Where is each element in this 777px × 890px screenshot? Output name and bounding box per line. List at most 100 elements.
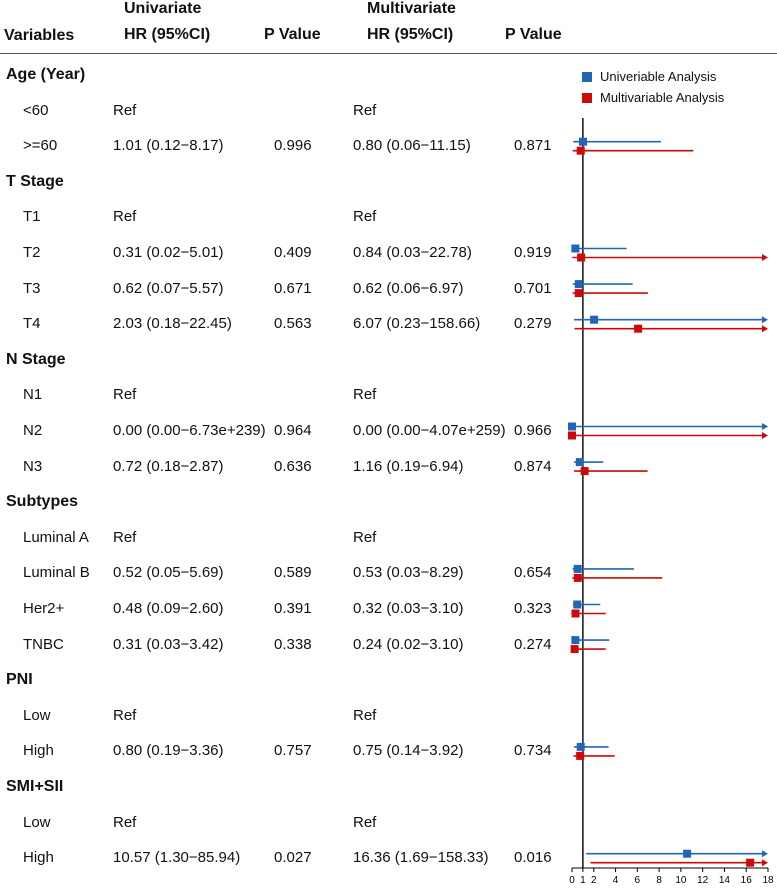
group-row: PNI [0,668,570,692]
legend-swatch-univariable [582,72,592,82]
univariate-hr: 0.80 (0.19−3.36) [113,742,224,760]
variable-label: Age (Year) [6,66,86,83]
multivariate-hr: Ref [353,386,377,404]
variable-label: Luminal B [23,564,90,582]
variable-label: Low [23,813,51,831]
multivariate-hr: 0.24 (0.02−3.10) [353,635,464,653]
header-multivariate: Multivariate [367,0,456,17]
variable-label: Her2+ [23,600,65,617]
hr-point [568,422,576,431]
group-row: SMI+SII [0,775,570,799]
variable-label: High [23,849,54,867]
table-row: T2 0.31 (0.02−5.01) 0.409 0.84 (0.03−22.78)… [0,241,570,265]
table-row: T1 Ref Ref [0,205,570,229]
univariate-hr: 0.31 (0.02−5.01) [113,244,224,261]
univariate-hr: Ref [113,706,137,724]
univariate-hr: 0.52 (0.05−5.69) [113,564,224,582]
univariate-hr: 0.72 (0.18−2.87) [113,457,224,475]
x-tick-label: 1 [580,875,586,886]
table-row: T4 2.03 (0.18−22.45) 0.563 6.07 (0.23−158.6… [0,312,570,336]
variable-label: N2 [23,422,43,439]
group-row: N Stage [0,348,570,372]
table-row: N3 0.72 (0.18−2.87) 0.636 1.16 (0.19−6.94) 0… [0,455,570,479]
multivariate-p-value: 0.323 [514,600,552,617]
univariate-hr: Ref [113,208,137,226]
variable-label: N1 [23,386,43,404]
x-tick-label: 6 [635,875,641,886]
x-tick-label: 2 [591,875,597,886]
hr-point [580,467,589,476]
univariate-hr: 0.31 (0.03−3.42) [113,635,224,653]
multivariate-hr: Ref [353,706,377,724]
univariate-p-value: 0.757 [274,742,312,760]
multivariate-p-value: 0.919 [514,244,552,261]
hr-point [574,289,583,298]
x-tick-label: 10 [675,875,687,886]
multivariate-p-value: 0.274 [514,635,552,653]
x-tick-label: 8 [656,875,662,886]
hr-point [683,849,692,858]
legend-univariable: Univeriable Analysis [582,69,716,84]
hr-point [573,564,582,573]
univariate-hr: 0.48 (0.09−2.60) [113,600,224,617]
univariate-hr: 10.57 (1.30−85.94) [113,849,241,867]
univariate-p-value: 0.589 [274,564,312,582]
ci-arrow [762,859,768,867]
multivariate-hr: 0.53 (0.03−8.29) [353,564,464,582]
multivariate-hr: 1.16 (0.19−6.94) [353,457,464,475]
hr-point [590,315,599,324]
multivariate-p-value: 0.966 [514,422,552,439]
table-row: High 0.80 (0.19−3.36) 0.757 0.75 (0.14−3.92… [0,739,570,763]
x-tick-label: 16 [741,875,753,886]
ci-arrow [762,850,768,858]
variable-label: T3 [23,279,41,297]
variable-label: TNBC [23,635,64,653]
ci-arrow [762,432,768,439]
header-variables: Variables [4,27,75,44]
variable-label: N Stage [6,350,66,368]
multivariate-hr: Ref [353,528,377,546]
multivariate-p-value: 0.701 [514,279,552,297]
variable-label: SMI+SII [6,778,64,795]
ci-arrow [762,254,768,261]
variable-label: T1 [23,208,41,226]
multivariate-p-value: 0.871 [514,137,552,155]
multivariate-hr: 0.32 (0.03−3.10) [353,600,464,617]
univariate-p-value: 0.391 [274,600,312,617]
x-tick-label: 0 [569,875,575,886]
variable-label: >=60 [23,137,58,155]
univariate-p-value: 0.964 [274,422,312,439]
multivariate-hr: 0.62 (0.06−6.97) [353,279,464,297]
legend-label-univariable: Univeriable Analysis [600,69,717,84]
variable-label: <60 [23,101,49,119]
univariate-hr: Ref [113,813,137,831]
hr-point [576,146,585,155]
table-row: Luminal B 0.52 (0.05−5.69) 0.589 0.53 (0.03… [0,561,570,585]
x-tick-label: 12 [697,875,709,886]
table-row: T3 0.62 (0.07−5.57) 0.671 0.62 (0.06−6.97) 0… [0,277,570,301]
variable-label: Luminal A [23,528,89,546]
univariate-p-value: 0.027 [274,849,312,867]
variable-label: T2 [23,244,41,261]
univariate-hr: Ref [113,528,137,546]
univariate-hr: 2.03 (0.18−22.45) [113,315,232,333]
univariate-hr: 0.00 (0.00−6.73e+239) [113,422,266,439]
x-tick-label: 4 [613,875,619,886]
hr-point [634,324,643,333]
hr-point [570,645,579,654]
legend-label-multivariable: Multivariable Analysis [600,90,725,105]
univariate-hr: Ref [113,101,137,119]
variable-label: N3 [23,457,43,475]
variable-label: Subtypes [6,493,79,511]
hr-point [576,751,585,760]
multivariate-hr: 0.75 (0.14−3.92) [353,742,464,760]
x-tick-label: 14 [719,875,731,886]
group-row: Age (Year) [0,63,570,87]
table-row: High 10.57 (1.30−85.94) 0.027 16.36 (1.69−1… [0,846,570,870]
hr-point [746,858,755,867]
table-row: N2 0.00 (0.00−6.73e+239) 0.964 0.00 (0.00−4… [0,419,570,443]
table-row: TNBC 0.31 (0.03−3.42) 0.338 0.24 (0.02−3.10… [0,633,570,657]
multivariate-hr: Ref [353,101,377,119]
multivariate-hr: Ref [353,813,377,831]
univariate-hr: Ref [113,386,137,404]
